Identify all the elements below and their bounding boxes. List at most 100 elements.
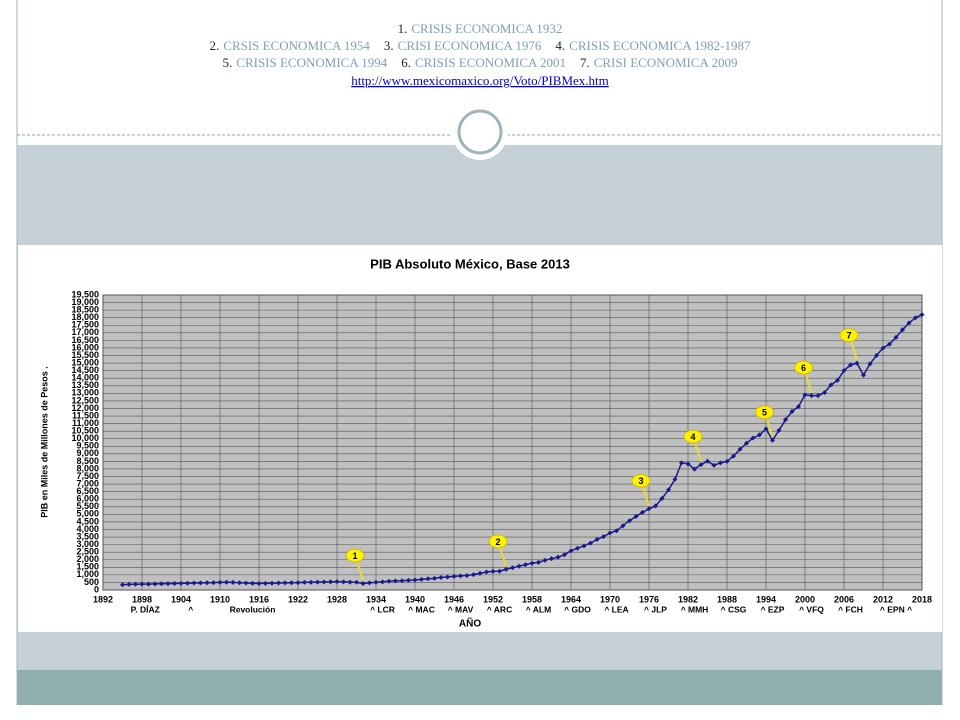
point [445, 574, 450, 580]
item-text: CRSIS ECONOMICA 1954 [223, 38, 370, 53]
point [464, 572, 470, 578]
point [607, 530, 613, 536]
chart-title: PIB Absoluto México, Base 2013 [370, 256, 570, 271]
item-text: CRISI ECONOMICA 2009 [594, 55, 738, 70]
y-tick-label: 9,000 [76, 448, 99, 458]
callout-pointer [642, 486, 650, 507]
x-tick-label: 2006 [834, 594, 854, 604]
y-tick-label: 19,000 [71, 297, 99, 307]
point [354, 579, 359, 585]
point [542, 557, 548, 563]
x-tick-label: 1892 [93, 594, 113, 604]
point [854, 360, 860, 366]
era-label: P. DÍAZ [131, 604, 160, 614]
point [757, 432, 762, 438]
y-tick-label: 13,000 [71, 388, 99, 398]
y-tick-label: 16,000 [71, 342, 99, 352]
y-tick-label: 7,500 [76, 471, 99, 481]
point [711, 462, 717, 468]
point [516, 563, 522, 569]
point [276, 580, 281, 586]
callout-label: 6 [801, 363, 806, 373]
point [178, 580, 184, 586]
x-tick-label: 1904 [171, 594, 191, 604]
point [230, 579, 236, 585]
y-tick-label: 10,500 [71, 426, 99, 436]
x-tick-label: 1994 [756, 594, 776, 604]
point [282, 580, 288, 586]
point [172, 580, 177, 586]
y-tick-label: 6,500 [76, 486, 99, 496]
point [698, 462, 704, 468]
y-tick-label: 10,000 [71, 433, 99, 443]
callout-label: 3 [638, 476, 643, 486]
point [159, 581, 164, 587]
point [776, 427, 782, 433]
y-tick-label: 9,500 [76, 441, 99, 451]
point [815, 393, 821, 399]
era-label: ^ EPN ^ [880, 604, 912, 614]
point [822, 390, 827, 396]
x-axis-label: AÑO [459, 617, 481, 630]
point [139, 581, 145, 587]
point [334, 579, 340, 585]
x-tick-label: 1928 [327, 594, 347, 604]
point [360, 580, 366, 586]
y-tick-label: 7,000 [76, 478, 99, 488]
point [627, 518, 632, 524]
point [653, 503, 658, 509]
point [126, 581, 132, 587]
point [861, 372, 866, 378]
point [490, 568, 496, 574]
point [386, 578, 392, 584]
point [770, 437, 775, 443]
item-number: 3. [384, 38, 394, 53]
x-tick-label: 1940 [405, 594, 425, 604]
x-tick-label: 2018 [912, 594, 932, 604]
y-tick-label: 11,500 [72, 410, 99, 420]
x-tick-label: 1970 [600, 594, 620, 604]
point [328, 579, 333, 585]
point [373, 579, 379, 585]
era-label: Revolución [230, 604, 276, 614]
point [523, 562, 528, 568]
point [828, 382, 834, 388]
point [672, 476, 678, 482]
point [555, 554, 561, 560]
x-tick-label: 2012 [873, 594, 893, 604]
x-tick-label: 1958 [522, 594, 542, 604]
point [289, 580, 294, 586]
y-tick-label: 14,000 [71, 373, 99, 383]
y-tick-label: 500 [84, 577, 99, 587]
point [581, 543, 587, 549]
point [679, 460, 684, 466]
callout [683, 429, 703, 444]
point [906, 320, 912, 326]
era-label: ^ VFQ [799, 604, 824, 614]
point [536, 559, 541, 565]
y-tick-label: 15,000 [71, 357, 99, 367]
x-tick-label: 1910 [210, 594, 230, 604]
header-line: 5. CRISIS ECONOMICA 1994 6. CRISIS ECONOMIC… [223, 55, 738, 70]
x-tick-label: 2000 [795, 594, 815, 604]
point [835, 377, 840, 383]
point [718, 460, 723, 466]
point [874, 353, 879, 359]
point [224, 579, 229, 585]
era-label: ^ JLP [644, 604, 667, 614]
item-number: 2. [210, 38, 220, 53]
point [497, 568, 502, 574]
point [341, 579, 346, 585]
point [484, 569, 489, 575]
x-tick-label: 1916 [249, 594, 269, 604]
era-label: ^ LEA [604, 604, 628, 614]
y-tick-label: 2,500 [76, 547, 99, 557]
x-tick-label: 1946 [444, 594, 464, 604]
item-number: 6. [401, 55, 411, 70]
point [594, 536, 600, 542]
point [867, 361, 873, 367]
header-line: 2. CRSIS ECONOMICA 1954 3. CRISI ECONOMICA … [210, 38, 751, 53]
y-tick-label: 5,000 [76, 509, 99, 519]
url[interactable]: http://www.mexicomaxico.org/Voto/PIBMex.… [351, 73, 609, 88]
point [913, 315, 918, 321]
